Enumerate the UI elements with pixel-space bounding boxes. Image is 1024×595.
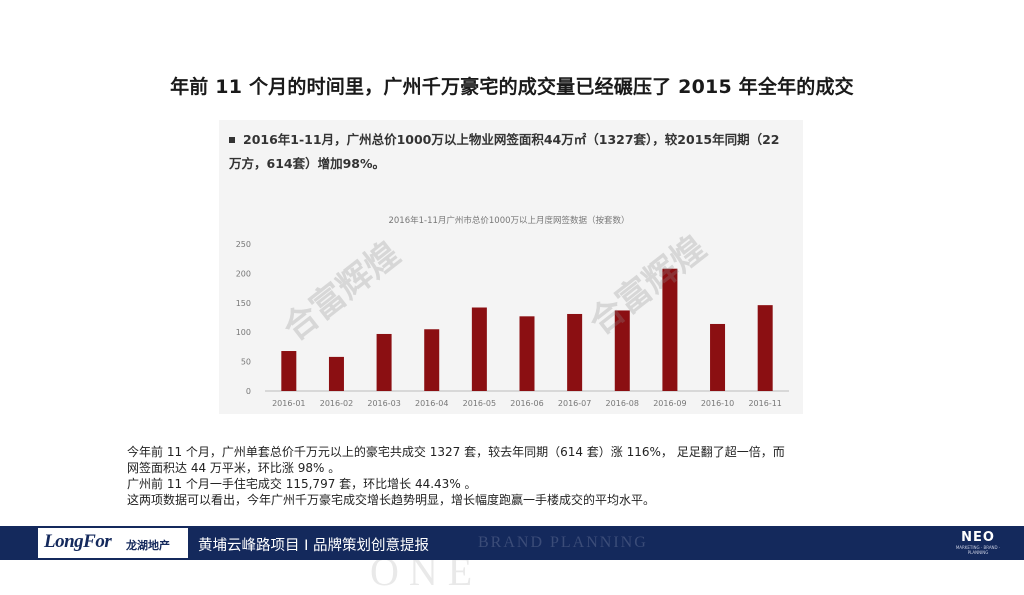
chart-figure: 2016年1-11月，广州总价1000万以上物业网签面积44万㎡（1327套），…: [219, 120, 803, 414]
x-tick-label: 2016-09: [653, 399, 686, 408]
figure-headline: 2016年1-11月，广州总价1000万以上物业网签面积44万㎡（1327套），…: [229, 128, 799, 176]
bar-2016-11: [757, 305, 773, 391]
y-tick-label: 250: [236, 240, 251, 249]
bar-2016-06: [519, 316, 535, 391]
x-tick-label: 2016-08: [606, 399, 639, 408]
y-tick-label: 0: [246, 387, 251, 396]
logo-cn-text: 龙湖地产: [126, 539, 170, 552]
x-tick-label: 2016-07: [558, 399, 591, 408]
footer-project-title: 黄埔云峰路项目 I 品牌策划创意提报: [198, 538, 429, 554]
bar-2016-09: [662, 268, 678, 391]
bar-2016-10: [710, 323, 726, 391]
bar-2016-07: [567, 313, 583, 391]
neo-logo: NEO MARKETING · BRAND · PLANNING: [948, 530, 1008, 555]
watermark-text-2: 合富辉煌: [582, 228, 714, 343]
figure-headline-line2: 万方，614套）增加98%。: [229, 156, 386, 171]
x-tick-label: 2016-11: [748, 399, 781, 408]
longfor-logo: LongFor 龙湖地产: [38, 528, 188, 558]
x-tick-label: 2016-10: [701, 399, 734, 408]
x-tick-label: 2016-05: [463, 399, 496, 408]
y-tick-label: 50: [241, 358, 251, 367]
bar-2016-02: [328, 356, 344, 391]
x-tick-label: 2016-06: [510, 399, 543, 408]
body-paragraph-2: 广州前 11 个月一手住宅成交 115,797 套，环比增长 44.43% 。: [127, 477, 477, 491]
y-tick-label: 100: [236, 328, 251, 337]
footer-brand-text: BRAND PLANNING: [478, 534, 648, 551]
bullet-icon: [229, 136, 235, 143]
bar-2016-08: [614, 310, 630, 391]
body-text: 今年前 11 个月，广州单套总价千万元以上的豪宅共成交 1327 套，较去年同期…: [127, 444, 907, 508]
bar-2016-04: [424, 329, 440, 391]
page-title: 年前 11 个月的时间里，广州千万豪宅的成交量已经碾压了 2015 年全年的成交: [170, 76, 854, 98]
logo-text: LongFor: [44, 531, 112, 552]
bar-2016-01: [281, 351, 297, 391]
x-tick-label: 2016-02: [320, 399, 353, 408]
body-paragraph-3: 这两项数据可以看出，今年广州千万豪宅成交增长趋势明显，增长幅度跑赢一手楼成交的平…: [127, 493, 656, 507]
watermark-text-1: 合富辉煌: [276, 234, 408, 349]
body-paragraph-1-line-1: 今年前 11 个月，广州单套总价千万元以上的豪宅共成交 1327 套，较去年同期…: [127, 445, 785, 459]
neo-mark: NEO: [961, 530, 995, 545]
bar-chart: 2016年1-11月广州市总价1000万以上月度网签数据（按套数） 0 50 100 1…: [236, 215, 789, 408]
x-tick-label: 2016-03: [367, 399, 400, 408]
figure-headline-line1: 2016年1-11月，广州总价1000万以上物业网签面积44万㎡（1327套），…: [243, 132, 780, 147]
y-tick-label: 150: [236, 299, 251, 308]
body-paragraph-1-line-2: 网签面积达 44 万平米，环比涨 98% 。: [127, 461, 341, 475]
bar-2016-03: [376, 333, 392, 391]
y-tick-label: 200: [236, 269, 251, 278]
x-tick-label: 2016-04: [415, 399, 448, 408]
x-tick-label: 2016-01: [272, 399, 305, 408]
chart-title: 2016年1-11月广州市总价1000万以上月度网签数据（按套数）: [388, 215, 629, 226]
neo-subtitle: MARKETING · BRAND · PLANNING: [955, 545, 1001, 555]
bar-2016-05: [471, 307, 487, 391]
